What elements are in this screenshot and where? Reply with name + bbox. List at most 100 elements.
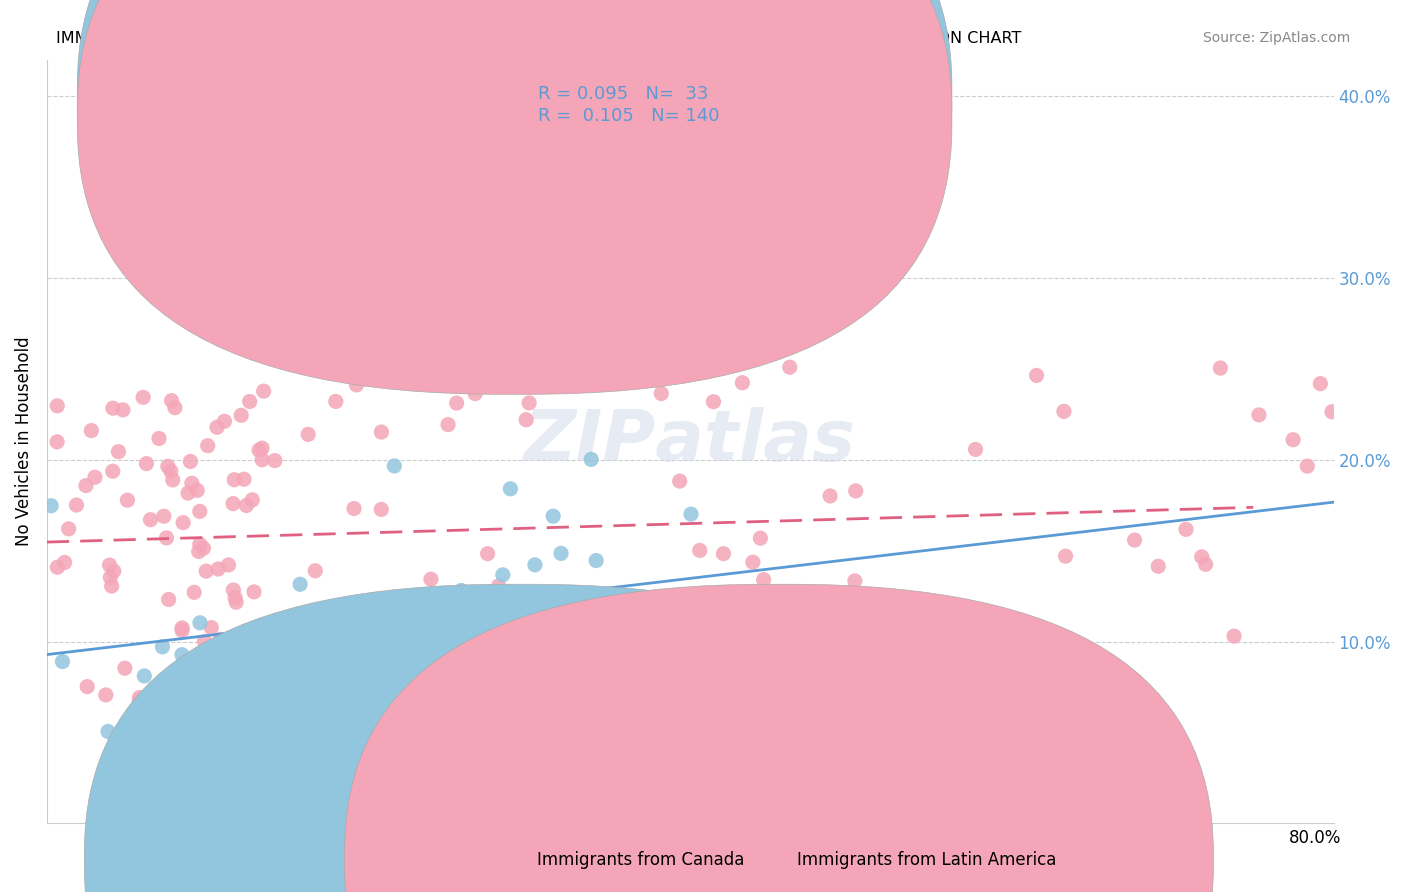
Point [965,442,987,457]
Point [1025,368,1047,383]
Point [231,409,253,423]
Text: Immigrants from Latin America: Immigrants from Latin America [797,851,1056,869]
Point [844,574,866,588]
Point [193,634,215,648]
Point [741,555,763,569]
Point [75,478,97,492]
Point [492,567,515,582]
Point [550,546,572,560]
Point [128,690,150,705]
Text: 0.0%: 0.0% [84,829,127,847]
Point [330,648,353,662]
Point [200,621,222,635]
Point [222,582,245,597]
Point [420,572,443,586]
Point [650,386,672,401]
Point [382,612,405,626]
Point [162,473,184,487]
Point [818,489,841,503]
Point [98,570,121,584]
Point [139,513,162,527]
Point [1063,681,1085,695]
Point [114,661,136,675]
Point [101,401,124,416]
Point [100,579,122,593]
Point [135,457,157,471]
Point [1175,522,1198,536]
Point [183,585,205,599]
Point [180,476,202,491]
Point [443,589,465,603]
Point [486,610,509,624]
Point [515,413,537,427]
Point [454,706,477,720]
Point [218,558,240,572]
Point [450,583,472,598]
Point [152,509,174,524]
Point [84,470,107,484]
Point [224,591,246,605]
Point [58,522,80,536]
Point [370,425,392,439]
Point [240,492,263,507]
Point [605,637,627,651]
Point [170,624,193,638]
Point [845,483,868,498]
Point [683,704,706,718]
Point [499,677,522,691]
Text: ZIP​atlas: ZIP​atlas [524,407,856,476]
Point [437,417,460,432]
Point [156,459,179,474]
Point [955,636,977,650]
Text: 80.0%: 80.0% [1288,829,1341,847]
Point [373,715,395,730]
Point [188,537,211,551]
Text: R = 0.095   N=  33: R = 0.095 N= 33 [538,85,709,103]
Point [370,502,392,516]
Point [679,507,702,521]
Point [177,486,200,500]
Point [65,498,87,512]
Point [253,384,276,399]
Point [39,499,62,513]
Point [343,501,366,516]
Point [264,637,287,651]
Point [46,434,69,449]
Point [148,708,170,723]
Point [464,386,486,401]
Point [107,444,129,458]
Point [160,393,183,408]
Point [516,642,538,657]
Point [233,660,256,674]
Point [222,497,245,511]
Point [517,396,540,410]
Point [120,712,142,726]
Point [446,396,468,410]
Text: IMMIGRANTS FROM CANADA VS IMMIGRANTS FROM LATIN AMERICA NO VEHICLES IN HOUSEHOLD: IMMIGRANTS FROM CANADA VS IMMIGRANTS FRO… [56,31,1022,46]
Point [668,474,690,488]
Point [225,713,247,727]
Point [541,509,564,524]
Point [111,403,134,417]
Point [1147,559,1170,574]
Point [235,499,257,513]
Point [94,688,117,702]
Point [1191,549,1213,564]
Point [186,483,208,498]
Point [523,558,546,572]
Point [713,547,735,561]
Point [384,638,406,652]
Point [128,694,150,708]
Point [152,640,174,654]
Point [477,665,499,679]
Point [325,394,347,409]
Point [205,420,228,434]
Point [288,577,311,591]
Point [225,595,247,609]
Point [731,376,754,390]
Point [195,564,218,578]
Point [224,721,246,735]
Point [214,414,236,428]
Point [97,724,120,739]
Point [209,632,232,647]
